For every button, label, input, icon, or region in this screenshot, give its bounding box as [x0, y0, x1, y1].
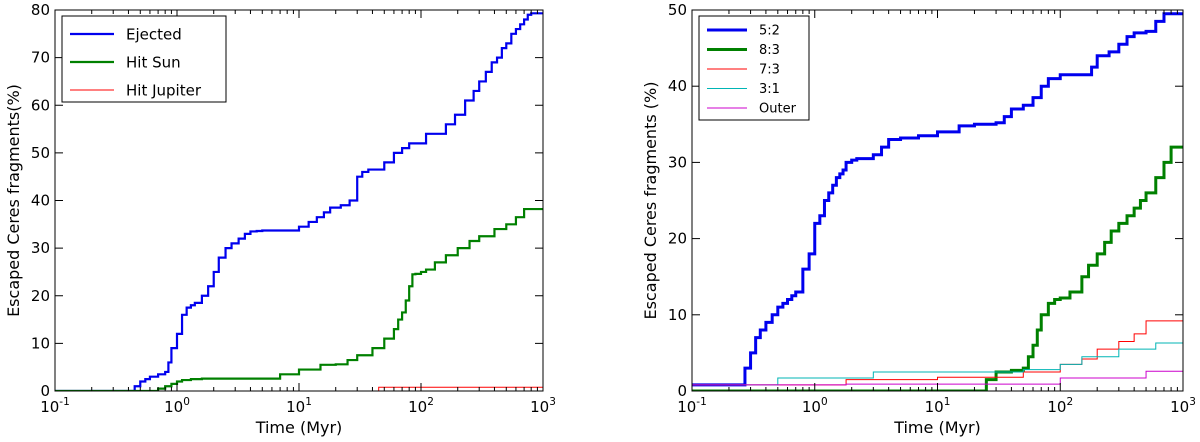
- x-tick-label: 101: [286, 396, 312, 416]
- y-tick-label: 10: [31, 334, 50, 352]
- right-chart: 10-1 100 101 102 103 0 10 20 30 40 50 Time (Myr) Esc…: [641, 1, 1196, 437]
- legend: Ejected Hit Sun Hit Jupiter: [61, 15, 227, 103]
- left-chart: 10-1 100 101 102 103 0 10 20 30 40 50 60 70 80 Time (M…: [4, 1, 556, 437]
- y-tick-label: 40: [668, 77, 687, 95]
- legend-entry-label: 3:1: [759, 82, 780, 97]
- x-axis-label: Time (Myr): [255, 418, 343, 437]
- legend: 5:2 8:3 7:3 3:1 Outer: [698, 15, 810, 121]
- series-line-5-2: [692, 12, 1183, 387]
- legend-box: [698, 15, 810, 121]
- series-group: [692, 12, 1183, 391]
- series-line-hit-sun: [55, 207, 543, 391]
- legend-entry-label: Ejected: [126, 25, 182, 43]
- legend-entry-label: Outer: [759, 102, 797, 117]
- legend-entry-label: Hit Jupiter: [126, 81, 202, 99]
- y-tick-label: 60: [31, 96, 50, 114]
- x-tick-label: 102: [408, 396, 434, 416]
- legend-entry-label: 7:3: [759, 63, 780, 78]
- x-tick-label: 103: [1170, 396, 1196, 416]
- x-tick-label: 101: [925, 396, 951, 416]
- x-tick-label: 10-1: [677, 396, 707, 416]
- x-tick-label: 100: [802, 396, 828, 416]
- x-tick-label: 102: [1047, 396, 1073, 416]
- legend-entry-label: 8:3: [759, 43, 780, 58]
- series-line-ejected: [55, 12, 543, 391]
- y-tick-label: 50: [668, 1, 687, 19]
- y-tick-label: 20: [31, 287, 50, 305]
- y-tick-label: 30: [668, 153, 687, 171]
- legend-box: [61, 15, 227, 103]
- y-axis-label: Escaped Ceres fragments (%): [641, 82, 660, 320]
- y-tick-label: 70: [31, 49, 50, 67]
- x-axis-label: Time (Myr): [893, 418, 981, 437]
- x-tick-label: 100: [164, 396, 190, 416]
- series-line-8-3: [692, 145, 1183, 391]
- legend-entry-label: Hit Sun: [126, 53, 181, 71]
- y-tick-label: 80: [31, 1, 50, 19]
- series-group: [55, 12, 543, 391]
- x-tick-label: 10-1: [40, 396, 70, 416]
- y-axis-label: Escaped Ceres fragments(%): [4, 84, 23, 317]
- legend-entry-label: 5:2: [759, 24, 780, 39]
- y-tick-label: 30: [31, 239, 50, 257]
- series-line-outer: [692, 370, 1183, 386]
- series-line-hit-jupiter: [55, 386, 543, 391]
- series-line-3-1: [692, 342, 1183, 386]
- y-tick-label: 20: [668, 230, 687, 248]
- x-tick-label: 103: [530, 396, 556, 416]
- y-tick-label: 0: [677, 382, 687, 400]
- y-tick-label: 0: [40, 382, 50, 400]
- y-tick-label: 40: [31, 192, 50, 210]
- y-tick-label: 10: [668, 306, 687, 324]
- y-tick-label: 50: [31, 144, 50, 162]
